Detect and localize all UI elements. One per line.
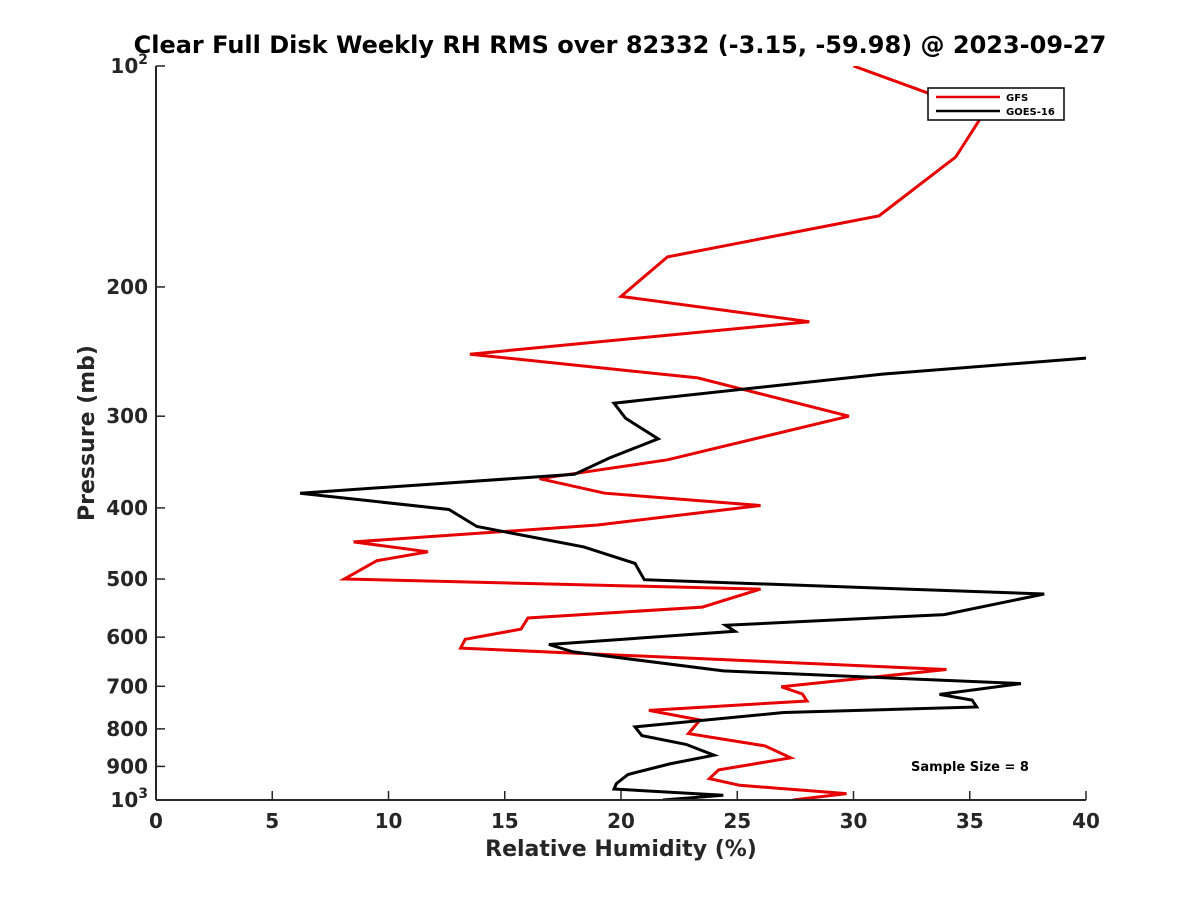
- y-axis-ticks: 102 200 300 400 500 600 700 800 900 103: [106, 52, 165, 812]
- x-tick-label: 30: [840, 809, 868, 833]
- y-tick-label: 103: [110, 786, 148, 812]
- sample-size-annotation: Sample Size = 8: [911, 760, 1029, 775]
- y-tick-label: 600: [106, 625, 148, 649]
- x-tick-label: 35: [956, 809, 984, 833]
- series-line-gfs: [338, 66, 986, 800]
- series-line-goes-16: [299, 356, 1086, 800]
- x-axis-label: Relative Humidity (%): [485, 837, 757, 862]
- x-tick-label: 15: [491, 809, 519, 833]
- y-axis-label: Pressure (mb): [75, 345, 100, 521]
- x-tick-label: 5: [265, 809, 279, 833]
- x-tick-label: 25: [723, 809, 751, 833]
- x-tick-label: 0: [149, 809, 163, 833]
- y-tick-label: 400: [106, 496, 148, 520]
- y-tick-label: 300: [106, 404, 148, 428]
- y-tick-label: 500: [106, 567, 148, 591]
- y-tick-label: 200: [106, 275, 148, 299]
- legend: GFS GOES-16: [927, 87, 1065, 121]
- y-tick-label: 800: [106, 717, 148, 741]
- chart-title: Clear Full Disk Weekly RH RMS over 82332…: [134, 31, 1107, 59]
- x-tick-label: 10: [375, 809, 403, 833]
- series-layer: [299, 66, 1086, 800]
- y-tick-label: 700: [106, 674, 148, 698]
- x-tick-label: 40: [1072, 809, 1100, 833]
- legend-label-goes16: GOES-16: [1006, 107, 1055, 118]
- x-tick-label: 20: [607, 809, 635, 833]
- legend-label-gfs: GFS: [1006, 93, 1028, 104]
- x-axis-ticks: 0 5 10 15 20 25 30 35 40: [149, 791, 1100, 833]
- legend-box: [927, 87, 1065, 121]
- y-tick-label: 102: [110, 52, 148, 78]
- y-tick-label: 900: [106, 754, 148, 778]
